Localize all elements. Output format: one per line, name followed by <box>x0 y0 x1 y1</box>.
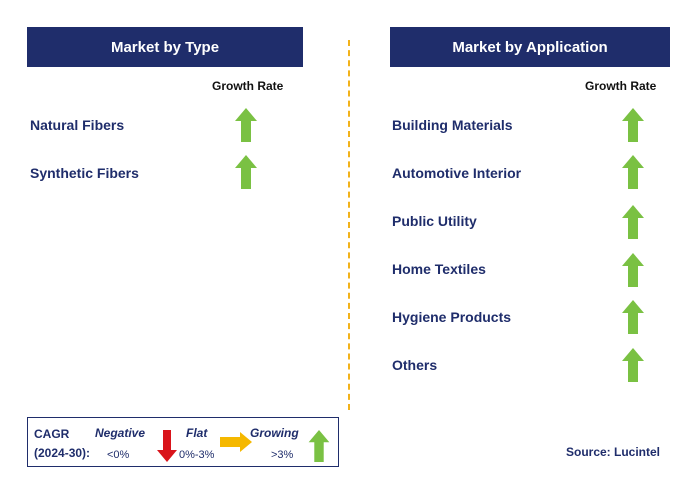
market-by-type-title: Market by Type <box>110 38 220 56</box>
legend-negative-value: <0% <box>107 449 130 461</box>
right-arrow-icon <box>220 432 252 452</box>
application-growth-rate-label: Growth Rate <box>585 79 657 93</box>
market-by-application-header: Market by Application <box>390 27 670 67</box>
legend-negative-label: Negative <box>95 426 146 440</box>
up-arrow-icon <box>235 155 257 189</box>
type-growth-rate-label: Growth Rate <box>212 79 284 93</box>
application-item-hygiene-products: Hygiene Products <box>392 309 512 325</box>
legend-growing-label: Growing <box>250 426 299 440</box>
up-arrow-icon <box>622 300 644 334</box>
market-by-application-title: Market by Application <box>452 38 608 56</box>
up-arrow-icon <box>622 348 644 382</box>
legend-growing-value: >3% <box>271 449 294 461</box>
up-arrow-icon <box>235 108 257 142</box>
panel-divider <box>348 40 350 410</box>
type-item-synthetic-fibers: Synthetic Fibers <box>30 165 139 181</box>
type-item-natural-fibers: Natural Fibers <box>30 117 125 133</box>
legend-cagr-period: (2024-30): <box>34 446 91 460</box>
legend-flat-value: 0%-3% <box>179 449 215 461</box>
application-item-public-utility: Public Utility <box>392 213 477 229</box>
application-item-automotive-interior: Automotive Interior <box>392 165 522 181</box>
down-arrow-icon <box>157 430 177 462</box>
market-by-type-header: Market by Type <box>27 27 303 67</box>
application-item-building-materials: Building Materials <box>392 117 513 133</box>
legend-cagr-label: CAGR <box>34 427 70 441</box>
up-arrow-icon <box>308 430 330 462</box>
up-arrow-icon <box>622 205 644 239</box>
application-item-home-textiles: Home Textiles <box>392 261 486 277</box>
application-item-others: Others <box>392 357 438 373</box>
up-arrow-icon <box>622 155 644 189</box>
legend-flat-label: Flat <box>186 426 208 440</box>
up-arrow-icon <box>622 253 644 287</box>
up-arrow-icon <box>622 108 644 142</box>
cagr-legend: CAGR (2024-30): Negative <0% Flat 0%-3% … <box>27 417 339 467</box>
source-note: Source: Lucintel <box>566 445 661 459</box>
